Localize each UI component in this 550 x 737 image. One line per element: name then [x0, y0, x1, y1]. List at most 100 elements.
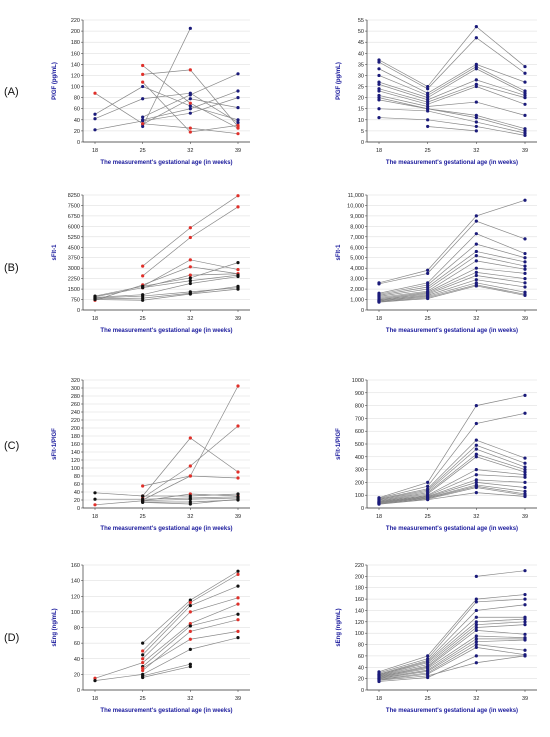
x-tick-label: 18 — [92, 696, 98, 702]
data-point — [93, 117, 97, 121]
data-point — [523, 494, 527, 499]
data-point — [523, 638, 527, 642]
y-tick-label: 100 — [71, 466, 80, 472]
x-tick-label: 32 — [187, 148, 193, 154]
data-point — [188, 279, 192, 283]
series-path — [378, 279, 526, 301]
series-line — [426, 124, 478, 133]
y-tick-label: 200 — [355, 480, 364, 486]
data-point — [236, 629, 240, 634]
series-line — [377, 270, 527, 302]
y-tick-label: 8,000 — [350, 224, 364, 230]
data-point — [474, 468, 478, 472]
y-tick-label: 15 — [358, 107, 364, 113]
data-point — [188, 276, 192, 280]
series-path — [378, 594, 526, 673]
data-point — [236, 261, 240, 265]
data-point — [236, 569, 240, 573]
data-point — [188, 610, 192, 614]
x-axis-label: The measurement's gestational age (in we… — [386, 708, 518, 714]
data-point — [188, 281, 192, 286]
data-point — [523, 411, 527, 415]
data-point — [523, 603, 527, 607]
series-path — [378, 95, 526, 116]
data-point — [141, 661, 145, 665]
y-axis-label: sFlt-1 — [52, 244, 58, 261]
data-point — [523, 89, 527, 93]
chart-b-left: 0 750 1500 2250 3000 3750 4500 5250 6000 6750 7500… — [52, 193, 250, 334]
y-tick-label: 40 — [74, 118, 80, 124]
series-line — [377, 96, 527, 131]
y-tick-label: 200 — [71, 29, 80, 35]
data-point — [377, 98, 381, 102]
y-tick-label: 20 — [74, 672, 80, 678]
series-path — [378, 624, 526, 677]
series-path — [94, 274, 239, 298]
data-point — [474, 491, 478, 495]
row-label-d: (D) — [4, 632, 20, 644]
series-line — [141, 664, 192, 680]
data-point — [474, 661, 478, 665]
data-point — [474, 625, 478, 630]
series-line — [141, 572, 240, 653]
series-line — [377, 62, 527, 95]
data-point — [236, 584, 240, 588]
data-point — [141, 274, 145, 278]
y-tick-label: 5250 — [68, 235, 80, 241]
x-tick-label: 18 — [92, 316, 98, 322]
data-point — [236, 602, 240, 606]
series-line — [141, 424, 240, 500]
series-path — [427, 126, 477, 132]
data-point — [426, 102, 430, 106]
data-point — [474, 628, 478, 632]
series-line — [141, 194, 240, 268]
data-point — [426, 118, 430, 122]
data-point — [188, 647, 192, 651]
series-line — [141, 596, 240, 661]
x-axis-label: The measurement's gestational age (in we… — [100, 708, 232, 714]
data-point — [523, 80, 527, 84]
y-tick-label: 700 — [355, 416, 364, 422]
y-tick-label: 2250 — [68, 277, 80, 283]
data-point — [523, 617, 527, 621]
x-tick-label: 25 — [425, 696, 431, 702]
series-line — [377, 232, 527, 295]
series-line — [141, 584, 240, 657]
y-tick-label: 6,000 — [350, 245, 364, 251]
data-point — [141, 668, 145, 673]
series-path — [378, 604, 526, 675]
y-tick-label: 220 — [355, 563, 364, 569]
data-point — [523, 198, 527, 202]
data-point — [236, 267, 240, 272]
y-tick-label: 60 — [74, 641, 80, 647]
data-point — [236, 572, 240, 576]
y-tick-label: 0 — [77, 308, 80, 314]
x-tick-label: 39 — [522, 696, 528, 702]
series-path — [378, 635, 526, 678]
data-point — [188, 101, 192, 105]
data-point — [188, 111, 192, 115]
x-tick-label: 39 — [235, 148, 241, 154]
series-path — [378, 482, 526, 504]
series-path — [94, 288, 239, 301]
series-path — [378, 444, 526, 501]
series-path — [378, 598, 526, 674]
data-point — [523, 473, 527, 477]
series-path — [378, 99, 526, 132]
data-point — [474, 480, 478, 484]
y-tick-label: 50 — [358, 29, 364, 35]
y-tick-label: 10 — [358, 118, 364, 124]
y-tick-label: 20 — [358, 677, 364, 683]
series-path — [378, 484, 526, 504]
y-tick-label: 3,000 — [350, 277, 364, 283]
y-tick-label: 80 — [74, 96, 80, 102]
x-tick-label: 39 — [235, 696, 241, 702]
series-line — [93, 287, 240, 302]
series-path — [378, 485, 526, 504]
x-axis-label: The measurement's gestational age (in we… — [100, 328, 232, 334]
series-line — [377, 36, 527, 91]
y-tick-label: 280 — [71, 394, 80, 400]
series-path — [378, 285, 526, 303]
y-tick-label: 180 — [355, 586, 364, 592]
